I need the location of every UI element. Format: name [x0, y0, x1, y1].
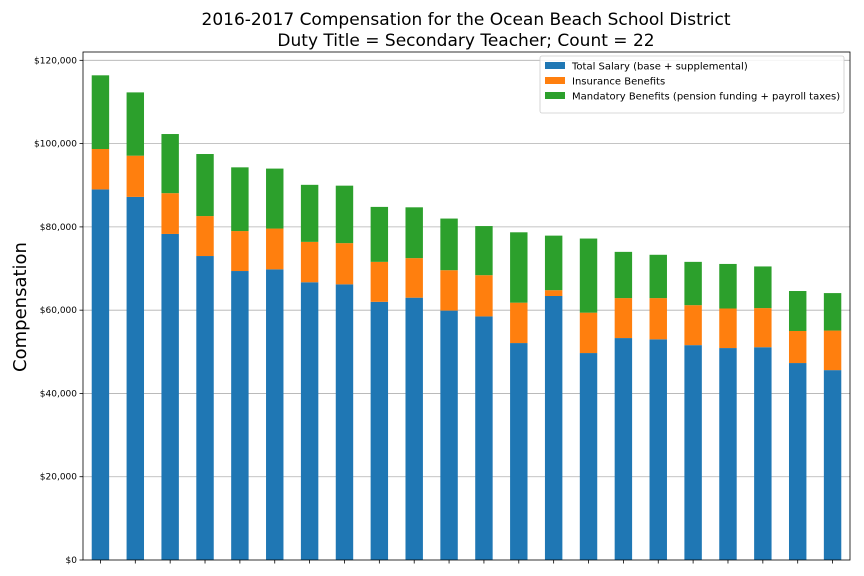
- bar-segment-2-16: [614, 298, 633, 339]
- bar-segment-1-10: [405, 297, 423, 560]
- y-axis-label: Compensation: [10, 242, 31, 372]
- bar-segment-1-18: [684, 345, 702, 560]
- axes: [82, 51, 851, 561]
- bar-segment-3-20: [754, 266, 772, 309]
- y-tick-label: $0: [66, 556, 78, 566]
- y-tick-label: $60,000: [40, 306, 77, 316]
- bar-segment-2-12: [475, 275, 493, 317]
- bar-segment-1-11: [440, 310, 458, 560]
- bar-segment-2-3: [161, 193, 179, 234]
- bar-segment-3-5: [231, 167, 249, 232]
- bar-segment-3-21: [788, 291, 807, 331]
- bar-segment-1-22: [823, 370, 842, 560]
- plot-frame: [82, 51, 851, 561]
- bar-segment-1-9: [370, 301, 389, 560]
- bar-segment-1-3: [161, 233, 179, 560]
- bar-segment-1-6: [266, 269, 284, 560]
- chart-title: 2016-2017 Compensation for the Ocean Bea…: [202, 10, 731, 30]
- bar-segment-1-7: [300, 282, 319, 560]
- bar-segment-3-10: [405, 207, 423, 259]
- bar-segment-2-7: [300, 241, 319, 283]
- y-tick-label: $100,000: [34, 140, 77, 150]
- y-tick-label: $40,000: [40, 389, 77, 399]
- bar-segment-3-13: [510, 232, 528, 303]
- bar-segment-1-19: [719, 348, 737, 560]
- bar-segment-3-8: [335, 185, 354, 244]
- legend-label: Total Salary (base + supplemental): [571, 62, 748, 73]
- bar-segment-1-17: [649, 339, 667, 560]
- bar-segment-3-19: [719, 263, 737, 309]
- bar-segment-2-5: [231, 231, 249, 272]
- bar-segment-1-13: [510, 343, 528, 560]
- bar-segment-2-1: [91, 149, 110, 190]
- bar-segment-2-14: [544, 290, 563, 297]
- bar-segment-3-1: [91, 75, 110, 150]
- y-tick-label: $20,000: [40, 473, 77, 483]
- bar-segment-3-14: [544, 235, 563, 291]
- bar-segment-2-4: [196, 216, 214, 257]
- bar-segment-1-5: [231, 271, 249, 560]
- y-ticks: $0 $20,000 $40,000 $60,000 $80,000 $100,000 $1…: [34, 56, 83, 566]
- bar-segment-2-9: [370, 261, 389, 302]
- bar-segment-2-11: [440, 270, 458, 311]
- bar-segment-2-21: [788, 330, 807, 364]
- bar-segment-3-9: [370, 206, 389, 262]
- bar-segment-3-4: [196, 154, 214, 217]
- bar-segment-1-16: [614, 338, 633, 560]
- bar-segment-3-18: [684, 261, 702, 306]
- bar-segment-3-3: [161, 134, 179, 194]
- legend-swatch: [545, 92, 565, 99]
- bar-segment-1-20: [754, 347, 772, 560]
- bar-segment-2-2: [126, 155, 145, 197]
- bar-segment-1-14: [544, 296, 563, 560]
- bar-segment-2-19: [719, 308, 737, 349]
- bar-segment-3-15: [579, 238, 598, 313]
- bar-segment-3-2: [126, 92, 145, 156]
- legend-box: [539, 55, 845, 114]
- bar-segment-3-7: [300, 184, 319, 242]
- bar-segment-1-2: [126, 196, 145, 561]
- bar-segment-1-21: [788, 363, 807, 560]
- chart-subtitle: Duty Title = Secondary Teacher; Count = …: [277, 31, 654, 51]
- bar-segment-3-17: [649, 254, 667, 299]
- bar-segment-3-6: [266, 168, 284, 229]
- legend-label: Insurance Benefits: [572, 77, 665, 88]
- y-tick-label: $120,000: [34, 56, 77, 66]
- bar-segment-2-17: [649, 298, 667, 340]
- bar-segment-1-12: [475, 316, 493, 560]
- x-ticks: [100, 560, 833, 564]
- bar-segment-1-1: [91, 189, 110, 560]
- legend-swatch: [545, 77, 565, 84]
- legend: Total Salary (base + supplemental) Insura…: [539, 55, 845, 114]
- bar-segment-2-20: [754, 308, 772, 348]
- bar-segment-2-18: [684, 305, 702, 346]
- bar-segment-2-22: [823, 330, 842, 371]
- y-tick-label: $80,000: [40, 223, 77, 233]
- bar-segment-1-4: [196, 256, 214, 560]
- bar-segment-2-8: [335, 243, 354, 285]
- bar-segment-2-10: [405, 258, 423, 298]
- bar-segment-3-16: [614, 251, 633, 299]
- bar-segment-3-12: [475, 226, 493, 276]
- bar-segment-2-13: [510, 302, 528, 344]
- legend-label: Mandatory Benefits (pension funding + pa…: [572, 92, 840, 103]
- legend-swatch: [545, 62, 565, 69]
- bar-segment-3-22: [823, 293, 842, 331]
- bar-segment-2-6: [266, 228, 284, 270]
- bar-segment-3-11: [440, 218, 458, 271]
- bar-segment-1-15: [579, 353, 598, 560]
- bar-segment-2-15: [579, 312, 598, 354]
- bars: [91, 75, 842, 561]
- bar-segment-1-8: [335, 284, 354, 560]
